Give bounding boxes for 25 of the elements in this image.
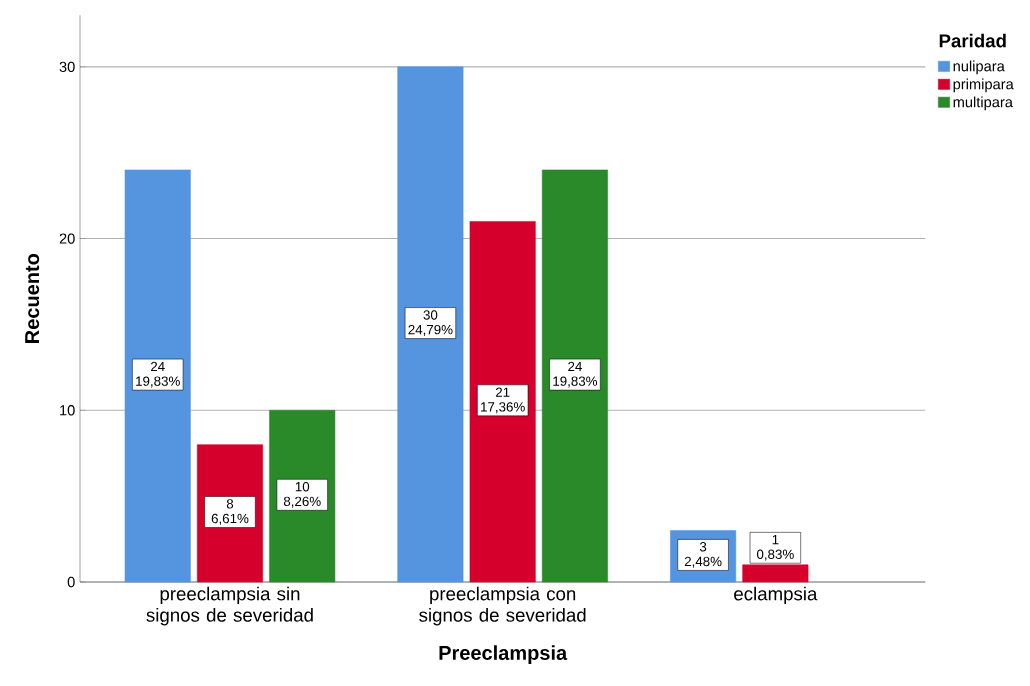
y-tick-label: 0 [67, 576, 75, 588]
x-tick-label: preeclampsia con signos de severidad [419, 586, 586, 626]
legend-label: multipara [953, 96, 1013, 111]
bar [124, 169, 191, 583]
data-label: 24 19,83% [136, 361, 180, 388]
data-label: 24 19,83% [553, 361, 598, 388]
x-tick-label: preeclampsia sin signos de severidad [146, 586, 313, 626]
legend-label: primipara [953, 78, 1014, 93]
y-tick-label: 10 [60, 405, 75, 416]
x-axis-title: Preeclampsia [439, 645, 568, 664]
legend-label: nulipara [953, 60, 1005, 75]
bar [469, 221, 536, 583]
data-label: 8 6,61% [211, 499, 249, 525]
data-label: 30 24,79% [408, 310, 453, 336]
y-axis-title: Recuento [25, 253, 40, 343]
data-label: 10 8,26% [283, 481, 321, 508]
y-tick-label: 30 [59, 61, 75, 73]
legend-title: Paridad [939, 33, 1006, 48]
data-label: 21 17,36% [481, 387, 525, 414]
data-label: 3 2,48% [684, 542, 722, 568]
data-label: 1 0,83% [756, 535, 794, 561]
y-tick-label: 20 [59, 233, 75, 244]
bar [541, 169, 608, 583]
x-tick-label: eclampsia [734, 586, 818, 605]
bar [397, 66, 464, 583]
